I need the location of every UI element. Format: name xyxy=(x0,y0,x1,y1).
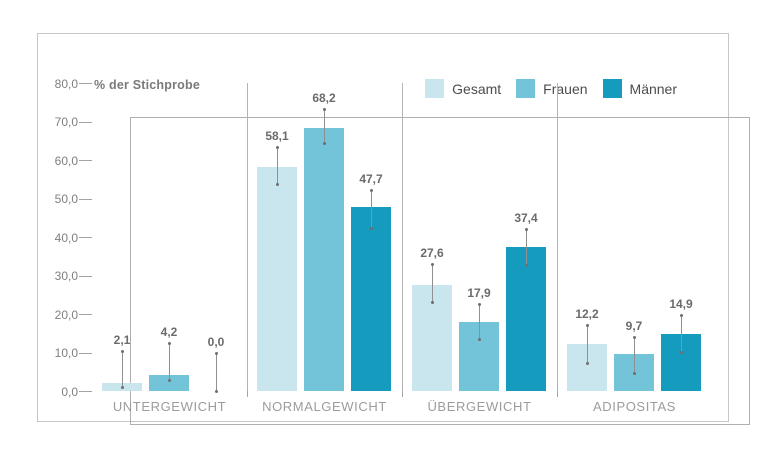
error-bar-cap xyxy=(680,314,683,318)
value-label: 9,7 xyxy=(625,319,643,334)
error-bar-cap xyxy=(431,262,434,266)
error-bar xyxy=(526,228,527,266)
y-axis-tick-mark xyxy=(79,160,92,161)
error-bar-cap xyxy=(680,351,683,355)
error-bar-cap xyxy=(370,227,373,231)
legend-item-maenner: Männer xyxy=(602,79,677,98)
x-axis-tick-mark xyxy=(247,391,248,397)
error-bar xyxy=(432,263,433,303)
group-separator xyxy=(247,83,248,391)
y-axis-tick-label: 0,0 xyxy=(61,384,78,399)
y-axis-tick-label: 10,0 xyxy=(54,346,78,360)
value-label: 17,9 xyxy=(467,285,491,300)
error-bar-cap xyxy=(431,301,434,305)
y-axis-tick-label: 50,0 xyxy=(54,192,78,206)
group-separator xyxy=(557,83,558,391)
y-axis-tick-mark xyxy=(79,121,92,123)
error-bar xyxy=(634,337,635,373)
error-bar xyxy=(587,325,588,363)
error-bar-cap xyxy=(525,264,528,268)
bar-maenner-uebergewicht xyxy=(506,247,546,391)
x-axis-category-label: ADIPOSITAS xyxy=(592,399,677,414)
error-bar-cap xyxy=(168,341,171,345)
error-bar xyxy=(277,146,278,184)
value-label: 2,1 xyxy=(113,332,131,347)
error-bar xyxy=(371,190,372,229)
legend-label: Männer xyxy=(629,80,677,97)
error-bar-cap xyxy=(121,386,124,390)
y-axis-tick-label: 70,0 xyxy=(54,115,78,129)
error-bar-cap xyxy=(525,227,528,231)
bar-gesamt-normalgewicht xyxy=(257,167,297,391)
value-label: 14,9 xyxy=(669,297,693,312)
value-label: 12,2 xyxy=(575,307,599,322)
error-bar xyxy=(681,315,682,353)
value-label: 68,2 xyxy=(312,91,336,106)
y-axis-tick-label: 30,0 xyxy=(54,269,78,283)
error-bar-cap xyxy=(478,338,481,342)
y-axis-tick-label: 20,0 xyxy=(54,307,78,322)
value-label: 4,2 xyxy=(160,324,178,339)
x-axis-category-label: UNTERGEWICHT xyxy=(112,399,227,414)
error-bar-cap xyxy=(633,336,636,340)
y-axis-tick-mark xyxy=(79,352,92,354)
value-label: 37,4 xyxy=(514,210,538,225)
y-axis-tick-label: 60,0 xyxy=(54,153,78,168)
value-label: 27,6 xyxy=(420,245,444,260)
bar-frauen-normalgewicht xyxy=(304,128,344,391)
error-bar-cap xyxy=(633,371,636,375)
value-label: 47,7 xyxy=(359,172,383,187)
y-axis-tick-mark xyxy=(79,237,92,238)
y-axis-tick-mark xyxy=(79,391,92,392)
legend-swatch-maenner xyxy=(602,79,622,98)
legend-swatch-gesamt xyxy=(425,79,445,98)
error-bar-cap xyxy=(276,145,279,149)
bar-frauen-untergewicht xyxy=(149,374,189,391)
y-axis-tick-mark xyxy=(79,314,92,315)
error-bar-cap xyxy=(370,189,373,193)
legend: Gesamt Frauen Männer xyxy=(425,79,677,98)
y-axis-tick-mark xyxy=(79,275,92,277)
legend-swatch-frauen xyxy=(516,79,536,98)
plot-area xyxy=(130,117,750,425)
error-bar-cap xyxy=(586,324,589,328)
error-bar-cap xyxy=(478,302,481,306)
x-axis-category-label: NORMALGEWICHT xyxy=(262,399,387,414)
group-separator xyxy=(402,83,403,391)
error-bar-cap xyxy=(215,390,218,393)
x-axis-tick-mark xyxy=(557,391,558,397)
y-axis-tick-label: 40,0 xyxy=(54,230,78,245)
error-bar-cap xyxy=(168,378,171,382)
value-label: 58,1 xyxy=(265,128,289,143)
error-bar-cap xyxy=(586,361,589,365)
bar-maenner-normalgewicht xyxy=(351,207,391,391)
value-label: 0,0 xyxy=(207,334,225,349)
y-axis-tick-label: 80,0 xyxy=(54,76,78,91)
legend-label: Gesamt xyxy=(452,80,502,97)
error-bar-cap xyxy=(323,142,326,146)
error-bar-cap xyxy=(215,351,218,355)
error-bar-cap xyxy=(276,182,279,186)
error-bar xyxy=(324,109,325,144)
y-axis-tick-mark xyxy=(79,83,92,84)
y-axis-tick-mark xyxy=(79,198,92,200)
chart-title: % der Stichprobe xyxy=(94,78,200,92)
error-bar xyxy=(122,350,123,388)
error-bar xyxy=(169,342,170,380)
error-bar-cap xyxy=(323,108,326,112)
error-bar xyxy=(216,352,217,391)
legend-label: Frauen xyxy=(543,80,588,97)
legend-item-frauen: Frauen xyxy=(516,79,588,98)
x-axis-tick-mark xyxy=(402,391,403,397)
x-axis-category-label: ÜBERGEWICHT xyxy=(427,399,532,414)
error-bar-cap xyxy=(121,349,124,353)
legend-item-gesamt: Gesamt xyxy=(425,79,501,98)
error-bar xyxy=(479,303,480,340)
